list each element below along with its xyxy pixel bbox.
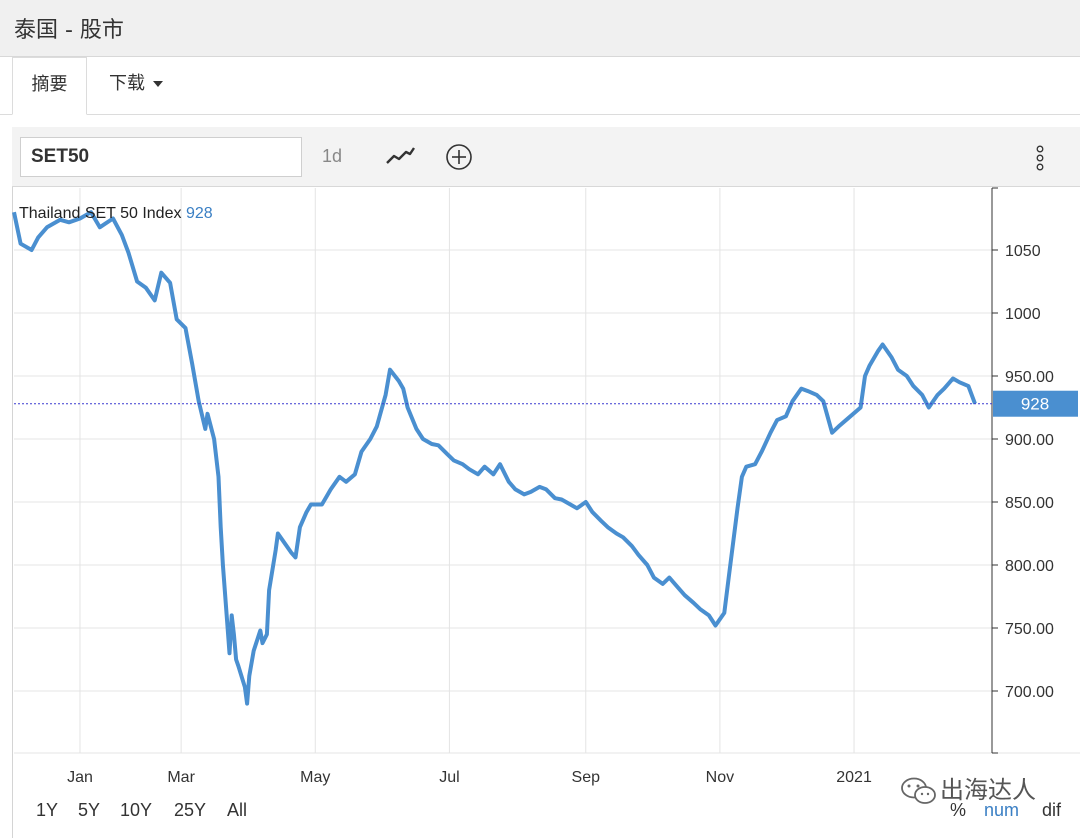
add-indicator-icon[interactable] xyxy=(445,143,473,171)
x-tick-label: Mar xyxy=(167,769,195,786)
page-header: 泰国 - 股市 xyxy=(0,0,1080,57)
chart-legend: Thailand SET 50 Index 928 xyxy=(19,205,213,222)
x-tick-label: Sep xyxy=(572,769,601,786)
interval-selector[interactable]: 1d xyxy=(322,146,343,166)
tab-download[interactable]: 下载 xyxy=(89,57,183,114)
range-button-25y[interactable]: 25Y xyxy=(174,800,207,820)
caret-down-icon xyxy=(153,81,163,87)
line-chart-icon[interactable] xyxy=(384,144,416,168)
y-tick-label: 700.00 xyxy=(1005,684,1054,701)
last-price-badge xyxy=(993,390,1078,417)
x-tick-label: May xyxy=(300,769,330,786)
scale-button-dif[interactable]: dif xyxy=(1042,800,1062,820)
series-line xyxy=(12,210,977,706)
range-button-all[interactable]: All xyxy=(227,800,248,820)
x-axis: Jan Mar May Jul Sep Nov 2021 xyxy=(67,769,872,786)
y-axis: 700.00 750.00 800.00 850.00 900.00 950.00 1000… xyxy=(991,187,1054,754)
scale-button-num[interactable]: num xyxy=(984,800,1020,820)
y-tick-label: 800.00 xyxy=(1005,558,1054,575)
x-tick-label: Jul xyxy=(439,769,459,786)
tab-summary-label: 摘要 xyxy=(31,74,68,95)
y-tick-label: 1050 xyxy=(1005,243,1041,260)
y-tick-label: 1000 xyxy=(1005,306,1041,323)
tab-summary[interactable]: 摘要 xyxy=(12,57,87,115)
range-button-10y[interactable]: 10Y xyxy=(120,800,153,820)
y-tick-label: 850.00 xyxy=(1005,495,1054,512)
last-price-badge-label: 928 xyxy=(1021,395,1049,414)
tab-bar: 摘要 下载 xyxy=(0,57,1080,115)
y-tick-label: 750.00 xyxy=(1005,621,1054,638)
page-title: 泰国 - 股市 xyxy=(14,18,124,43)
tab-download-label: 下载 xyxy=(109,73,145,94)
y-tick-label: 900.00 xyxy=(1005,432,1054,449)
x-tick-label: Jan xyxy=(67,769,93,786)
range-button-5y[interactable]: 5Y xyxy=(78,800,101,820)
series-legend-label: Thailand SET 50 Index xyxy=(19,205,181,222)
chart-panel xyxy=(12,127,1080,838)
watermark-text: 出海达人 xyxy=(940,776,1036,804)
more-options-icon[interactable] xyxy=(1032,142,1048,174)
range-button-1y[interactable]: 1Y xyxy=(36,800,59,820)
y-tick-label: 950.00 xyxy=(1005,369,1054,386)
symbol-input[interactable] xyxy=(20,137,302,177)
wechat-icon xyxy=(901,777,936,804)
chart-grid xyxy=(14,188,1080,754)
x-tick-label: 2021 xyxy=(836,769,872,786)
scale-button-percent[interactable]: % xyxy=(950,800,967,820)
x-tick-label: Nov xyxy=(706,769,734,786)
series-legend-value: 928 xyxy=(186,205,213,222)
